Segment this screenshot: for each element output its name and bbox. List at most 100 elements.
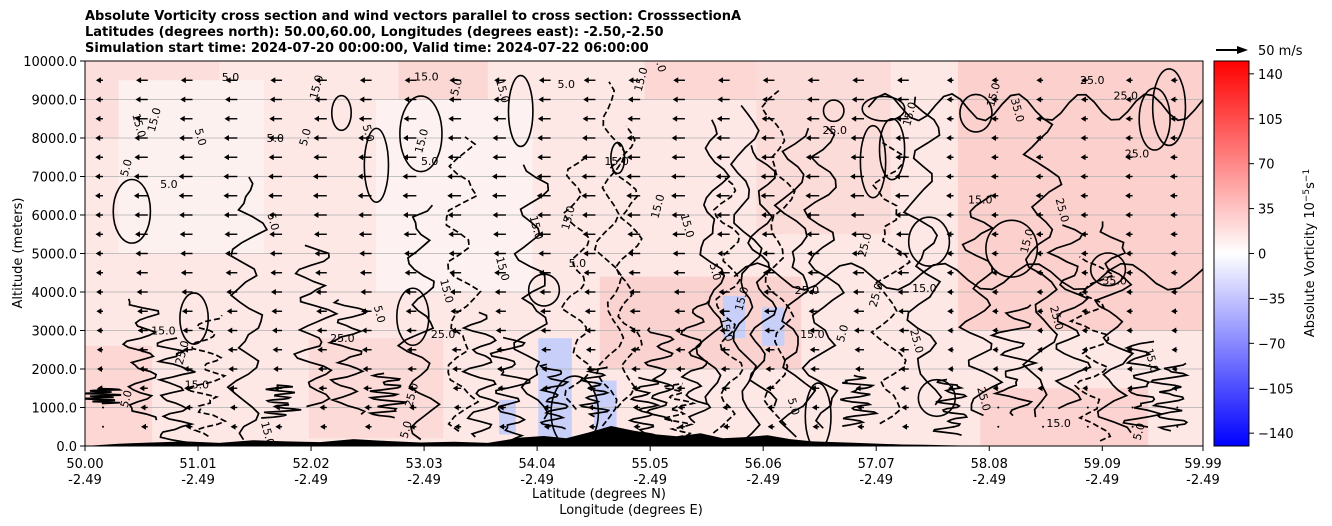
wind-vector-arrowhead-icon xyxy=(362,366,368,372)
vorticity-contours xyxy=(85,68,1203,446)
wind-vector-arrowhead-icon xyxy=(268,173,274,180)
wind-vector-arrowhead-icon xyxy=(357,173,363,180)
vorticity-contour-line xyxy=(958,194,1004,417)
wind-vector-arrowhead-icon xyxy=(1126,327,1132,334)
vorticity-contour-loop xyxy=(1089,252,1127,287)
contour-label: 5.0 xyxy=(707,262,724,282)
wind-vector-arrowhead-icon xyxy=(807,269,813,276)
contour-label: 25.0 xyxy=(1047,305,1066,332)
wind-vector-arrowhead-icon xyxy=(718,77,724,84)
y-tick-label: 1000.0 xyxy=(32,402,78,417)
wind-vector-arrowhead-icon xyxy=(492,154,498,161)
wind-vector xyxy=(997,406,1000,409)
x-tick-label-lon: -2.49 xyxy=(859,473,893,488)
wind-vector xyxy=(952,425,955,428)
vorticity-contour-loop xyxy=(804,382,832,446)
colorbar-label: Absolute Vorticity 10−5s−1 xyxy=(1302,169,1318,337)
wind-vector-arrowhead-icon xyxy=(806,115,812,122)
wind-vector-arrowhead-icon xyxy=(991,212,997,218)
wind-vector-arrowhead-icon xyxy=(1171,346,1177,353)
wind-vector-arrowhead-icon xyxy=(179,135,185,141)
vorticity-contour-loop xyxy=(861,95,906,122)
wind-vector-arrowhead-icon xyxy=(180,96,186,103)
wind-vector-arrowhead-icon xyxy=(403,231,409,238)
wind-vector-arrowhead-icon xyxy=(409,404,415,411)
wind-vector-arrowhead-icon xyxy=(360,308,366,315)
wind-vector-arrowhead-icon xyxy=(583,96,589,103)
wind-vector-arrowhead-icon xyxy=(767,423,773,430)
wind-vector-arrowhead-icon xyxy=(1037,346,1043,353)
wind-vector-arrowhead-icon xyxy=(448,231,454,238)
vorticity-contour-loop xyxy=(822,99,845,123)
contour-label: 15.0 xyxy=(1018,228,1037,255)
wind-vector-arrowhead-icon xyxy=(852,289,858,295)
wind-vector-arrowhead-icon xyxy=(671,173,677,180)
wind-vector-arrowhead-icon xyxy=(179,115,185,122)
contour-label: 15.0 xyxy=(437,278,456,305)
wind-vector-arrowhead-icon xyxy=(95,96,101,103)
contour-label: 15.0 xyxy=(678,212,697,239)
wind-vector-arrowhead-icon xyxy=(318,385,324,392)
wind-vector-arrowhead-icon xyxy=(180,77,186,84)
contour-labels: 5.0 15.05.015.05.0 15.0 5.0 15.015.025.015.0… xyxy=(118,61,1161,446)
wind-vector-arrowhead-icon xyxy=(992,327,998,334)
vorticity-contour-loop xyxy=(395,287,430,347)
wind-vector-arrowhead-icon xyxy=(805,135,811,141)
wind-vector xyxy=(1131,425,1134,428)
wind-vector-arrowhead-icon xyxy=(720,366,726,372)
wind-vector-arrowhead-icon xyxy=(990,173,996,180)
x-axis-label-latitude: Latitude (degrees N) xyxy=(532,487,666,502)
vorticity-contour-line xyxy=(445,136,482,432)
contour-label: 25.0 xyxy=(330,332,355,345)
wind-vector-arrowhead-icon xyxy=(991,135,997,141)
wind-vector-arrowhead-icon xyxy=(902,423,908,430)
x-axis-label-longitude: Longitude (degrees E) xyxy=(559,503,703,518)
wind-vector-arrowhead-icon xyxy=(946,77,952,84)
wind-vector-arrowhead-icon xyxy=(273,366,279,372)
wind-vector xyxy=(1042,425,1045,428)
wind-vector-arrowhead-icon xyxy=(178,173,184,180)
y-tick-label: 7000.0 xyxy=(32,171,78,186)
wind-vector-arrowhead-icon xyxy=(1170,289,1176,295)
wind-vector-arrowhead-icon xyxy=(718,269,724,276)
wind-vector-arrowhead-icon xyxy=(1125,212,1131,218)
wind-vector-arrowhead-icon xyxy=(138,366,144,372)
wind-vector-arrowhead-icon xyxy=(537,135,543,141)
y-tick-label: 2000.0 xyxy=(32,363,78,378)
wind-vector-arrowhead-icon xyxy=(448,250,454,257)
wind-vector-arrowhead-icon xyxy=(672,231,678,238)
contour-label: 15.0 xyxy=(151,324,176,337)
wind-vector-arrowhead-icon xyxy=(537,154,543,161)
wind-vector-arrowhead-icon xyxy=(716,231,722,238)
contour-label: 25.0 xyxy=(1080,74,1105,87)
wind-vector-arrowhead-icon xyxy=(946,135,952,141)
wind-vector-arrowhead-icon xyxy=(536,192,542,199)
contour-label: 15.0 xyxy=(129,112,148,139)
vorticity-positive-region xyxy=(644,61,757,100)
wind-vector-arrowhead-icon xyxy=(448,96,454,103)
wind-vector-arrowhead-icon xyxy=(895,212,901,218)
wind-vector-arrowhead-icon xyxy=(540,308,546,315)
wind-vector-arrowhead-icon xyxy=(1081,327,1087,334)
wind-vector-arrowhead-icon xyxy=(403,115,409,122)
contour-label: 15.0 xyxy=(1142,347,1161,374)
wind-vector-arrowhead-icon xyxy=(946,115,952,122)
wind-vector-arrowhead-icon xyxy=(675,346,681,353)
wind-vector-arrowhead-icon xyxy=(447,135,453,141)
x-tick-label-lon: -2.49 xyxy=(68,473,102,488)
wind-vector-arrowhead-icon xyxy=(269,231,275,238)
wind-vector-arrowhead-icon xyxy=(537,115,543,122)
wind-vector-arrowhead-icon xyxy=(672,250,678,257)
y-axis-label: Altitude (meters) xyxy=(11,198,26,309)
wind-vector-arrowhead-icon xyxy=(403,135,409,141)
contour-label: 5.0 xyxy=(448,77,465,97)
wind-vector-arrowhead-icon xyxy=(494,289,500,295)
wind-vector-arrowhead-icon xyxy=(946,192,952,199)
wind-vector-arrowhead-icon xyxy=(808,308,814,315)
wind-vector-arrowhead-icon xyxy=(896,96,902,103)
contour-label: 5.0 xyxy=(118,158,135,178)
wind-vector-arrowhead-icon xyxy=(764,346,770,353)
y-tick-label: 10000.0 xyxy=(23,55,77,70)
wind-vector-arrowhead-icon xyxy=(313,212,319,218)
wind-vector-arrowhead-icon xyxy=(498,404,504,411)
